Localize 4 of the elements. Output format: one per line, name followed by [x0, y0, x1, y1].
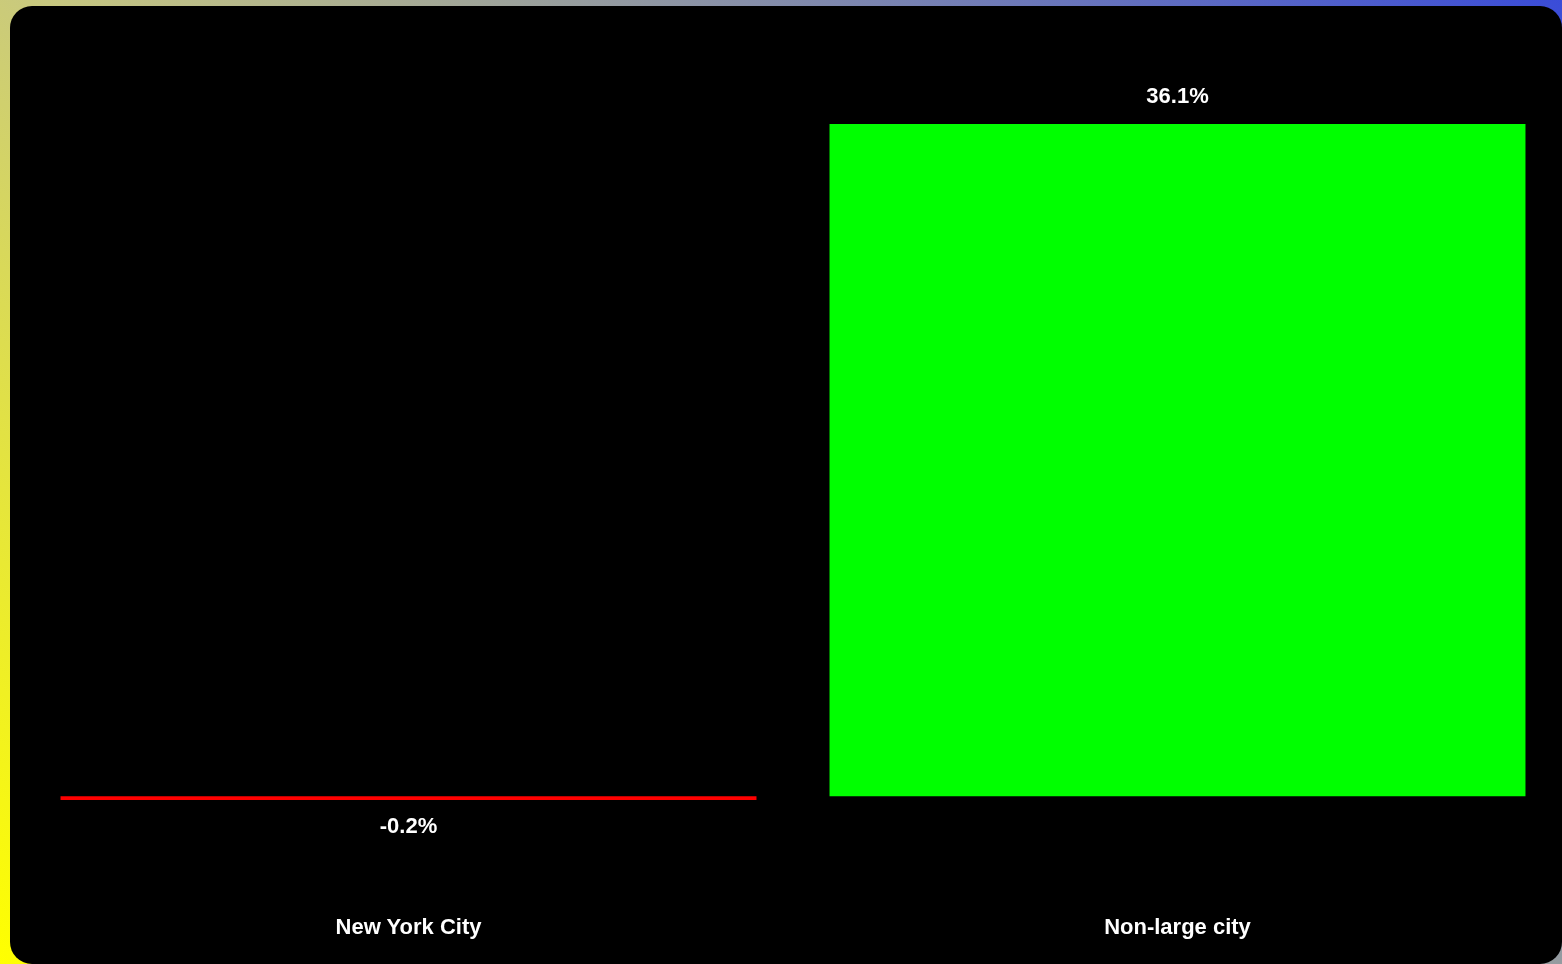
x-tick-label: New York City [335, 914, 483, 940]
data-label: 36.1% [1146, 83, 1209, 109]
data-label: -0.2% [379, 813, 438, 839]
x-tick-label: Non-large city [1104, 914, 1252, 940]
